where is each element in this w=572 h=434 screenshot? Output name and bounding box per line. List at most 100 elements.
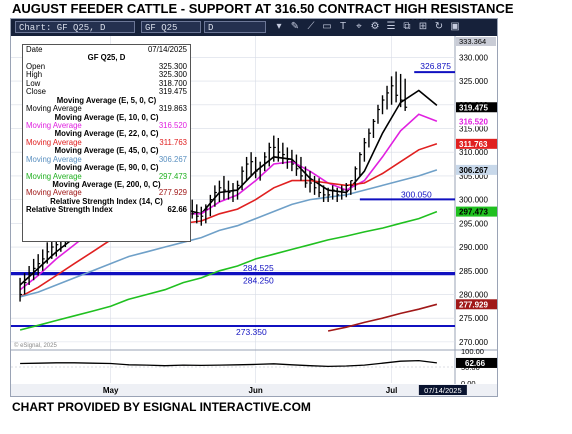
rsi-value: 62.66	[167, 205, 187, 215]
symbol-line: GF Q25, D	[87, 53, 126, 63]
ma22-label: Moving Average	[26, 137, 82, 147]
watermark: © eSignal, 2025	[14, 342, 57, 349]
last-value-box	[456, 299, 497, 310]
price-tick-label: 270.000	[459, 338, 488, 347]
rsi-line	[20, 359, 437, 368]
chart-window: Chart: GF Q25, D GF Q25 D ▾ ✎ ⟋ ▭ T ⌖ ⚙ …	[10, 18, 498, 397]
month-label: Jul	[386, 386, 398, 395]
last-value-box	[456, 116, 497, 127]
toolbar-tool-icon[interactable]: ▣	[450, 21, 460, 32]
toolbar-tool-icon[interactable]: ⊞	[418, 21, 428, 32]
toolbar-tool-icon[interactable]: ▭	[322, 21, 332, 32]
toolbar-tool-icon[interactable]: ⌖	[356, 21, 362, 32]
ma10-value: 316.520	[158, 120, 187, 130]
open-label: Open	[26, 61, 46, 71]
price-tick-label: 280.000	[459, 290, 488, 299]
date-box-label: 07/14/2025	[424, 386, 462, 395]
date-label: Date	[26, 45, 43, 54]
price-tick-label: 325.000	[459, 77, 488, 86]
toolbar-tool-icon[interactable]: T	[339, 21, 347, 32]
close-value: 319.475	[158, 87, 187, 97]
toolbar-tool-icon[interactable]: ✎	[290, 21, 300, 32]
moving-average-line	[327, 303, 438, 332]
price-tick-label: 310.000	[459, 148, 488, 157]
ma45-label: Moving Average	[26, 154, 82, 164]
month-label: Jun	[249, 386, 263, 395]
close-label: Close	[26, 87, 46, 97]
toolbar-tool-icon[interactable]: ↻	[434, 21, 444, 32]
moving-average-line	[19, 169, 438, 298]
high-label: High	[26, 70, 43, 80]
toolbar-tool-icon[interactable]: ⟋	[307, 21, 315, 32]
high-value: 325.300	[158, 70, 187, 80]
chart-title: AUGUST FEEDER CATTLE - SUPPORT AT 316.50…	[12, 1, 514, 16]
ma10-label: Moving Average	[26, 120, 82, 130]
price-tick-label: 290.000	[459, 243, 488, 252]
last-value-box	[456, 164, 497, 175]
last-value-box	[456, 138, 497, 149]
hline-label: 300.050	[401, 189, 432, 199]
date-box	[418, 385, 467, 395]
hline-label: 273.350	[236, 327, 267, 337]
low-label: Low	[26, 78, 41, 88]
low-value: 318.700	[158, 78, 187, 88]
chart-credit: CHART PROVIDED BY ESIGNAL INTERACTIVE.CO…	[12, 400, 311, 414]
symbol-input[interactable]: GF Q25	[141, 21, 201, 33]
ma45-value: 306.267	[158, 154, 187, 164]
price-tick-label: 275.000	[459, 314, 488, 323]
last-value-label: 277.929	[459, 300, 488, 309]
ma5-label: Moving Average	[26, 104, 82, 114]
last-value-label: 297.473	[459, 208, 488, 217]
ma5-value: 319.863	[158, 104, 187, 114]
toolbar-tool-icon[interactable]: ☰	[386, 21, 396, 32]
data-window: Date 07/14/2025 GF Q25, D Open 325.300 Hig…	[22, 44, 191, 242]
toolbar-tool-icon[interactable]: ⧉	[403, 21, 411, 32]
last-value-label: 306.267	[459, 166, 488, 175]
rsi-header: Relative Strength Index (14, C)	[50, 196, 163, 206]
last-value-box	[456, 102, 497, 113]
moving-average-line	[19, 143, 438, 298]
chart-toolbar: Chart: GF Q25, D GF Q25 D ▾ ✎ ⟋ ▭ T ⌖ ⚙ …	[11, 19, 497, 36]
ma200-value: 277.929	[158, 188, 187, 198]
ma22-value: 311.763	[159, 137, 187, 147]
rsi-tick-label: 0.00	[461, 379, 476, 388]
open-value: 325.300	[158, 61, 187, 71]
top-price-label: 333.364	[459, 37, 486, 46]
price-tick-label: 305.000	[459, 172, 488, 181]
date-value: 07/14/2025	[147, 45, 187, 54]
rsi-last-box	[456, 357, 497, 368]
last-value-label: 316.520	[459, 117, 488, 126]
time-axis	[11, 384, 497, 396]
ma200-label: Moving Average	[26, 188, 82, 198]
hline-label: 326.875	[420, 61, 451, 71]
moving-average-line	[19, 210, 438, 331]
last-value-label: 311.763	[459, 140, 488, 149]
toolbar-tool-icon[interactable]: ▾	[276, 21, 282, 32]
interval-select[interactable]: D	[204, 21, 266, 33]
hline-label: 284.525	[243, 263, 274, 273]
price-tick-label: 295.000	[459, 219, 488, 228]
last-value-box	[456, 206, 497, 217]
rsi-last-label: 62.66	[465, 359, 486, 368]
ma22-header: Moving Average (E, 22, 0, C)	[54, 129, 159, 139]
month-label: May	[103, 386, 119, 395]
rsi-tick-label: 100.00	[461, 347, 484, 356]
ma200-header: Moving Average (E, 200, 0, C)	[52, 180, 161, 189]
chart-label: Chart: GF Q25, D	[15, 21, 135, 33]
price-chart[interactable]: 270.000 275.000 280.000 285.000 290.000 295.0…	[11, 19, 497, 396]
rsi-label: Relative Strength Index	[26, 205, 113, 215]
hline-label: 284.250	[243, 275, 274, 285]
price-tick-label: 330.000	[459, 53, 488, 62]
ma5-header: Moving Average (E, 5, 0, C)	[56, 95, 157, 105]
ma90-header: Moving Average (E, 90, 0, C)	[54, 163, 159, 173]
price-tick-label: 300.000	[459, 196, 488, 205]
price-tick-label: 315.000	[459, 124, 488, 133]
price-tick-label: 285.000	[459, 267, 488, 276]
ma10-header: Moving Average (E, 10, 0, C)	[54, 112, 159, 122]
ma90-label: Moving Average	[26, 171, 82, 181]
toolbar-tool-icon[interactable]: ⚙	[370, 21, 380, 32]
ma90-value: 297.473	[158, 171, 187, 181]
last-value-label: 319.475	[459, 103, 488, 112]
ma45-header: Moving Average (E, 45, 0, C)	[54, 146, 159, 156]
top-price-box	[456, 37, 496, 46]
